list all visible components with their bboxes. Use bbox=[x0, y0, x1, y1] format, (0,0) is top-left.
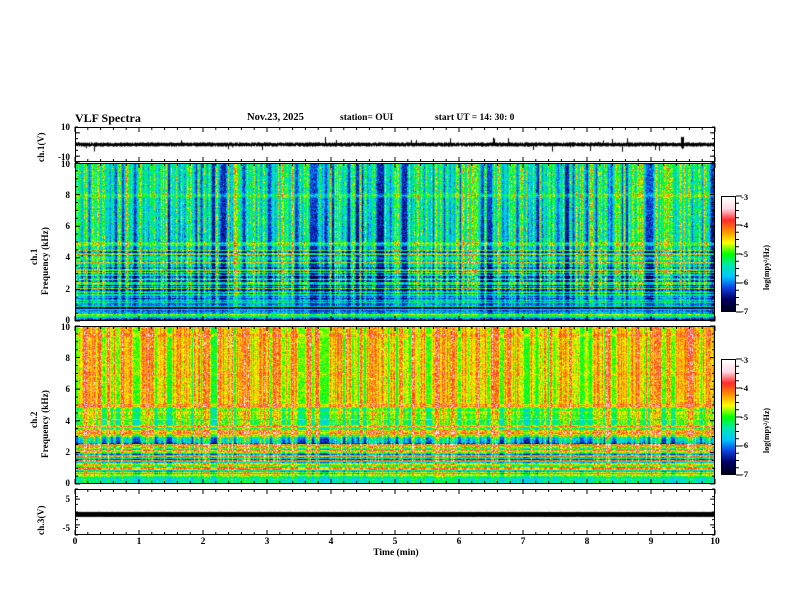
ch3v-ytick-bottom: -5 bbox=[62, 523, 71, 533]
cbar1-tick--6: -6 bbox=[741, 277, 749, 287]
x-axis-label: Time (min) bbox=[373, 548, 419, 558]
ch1s-ytick-4: 4 bbox=[65, 252, 71, 262]
cbar2-tick--3: -3 bbox=[741, 355, 749, 365]
panel-ch2-spectrogram bbox=[75, 326, 715, 484]
ch1s-ytick-6: 6 bbox=[65, 221, 71, 231]
colorbar-ch2 bbox=[721, 359, 736, 475]
xtick-0: 0 bbox=[72, 537, 78, 547]
cbar1-tick--5: -5 bbox=[741, 249, 749, 259]
cbar2-tick--7: -7 bbox=[741, 469, 749, 479]
xtick-9: 9 bbox=[648, 537, 654, 547]
colorbar-ch2-label: log(mpy²/Hz) bbox=[762, 407, 771, 453]
ch2-spectrogram-image bbox=[76, 327, 714, 483]
ch1s-ytick-8: 8 bbox=[65, 190, 71, 200]
colorbar-ch2-gradient bbox=[722, 360, 735, 474]
ch2s-ytick-8: 8 bbox=[65, 353, 71, 363]
ch2s-ytick-4: 4 bbox=[65, 416, 71, 426]
colorbar-ch1 bbox=[721, 196, 736, 312]
ch3v-axis-label: ch.3(V) bbox=[36, 505, 46, 535]
figure-header: VLF Spectra Nov.23, 2025 station= OUI st… bbox=[75, 111, 715, 127]
ch1v-ytick-bottom: -10 bbox=[58, 152, 70, 162]
xtick-3: 3 bbox=[264, 537, 270, 547]
cbar1-tick--7: -7 bbox=[741, 306, 749, 316]
ch2s-ytick-2: 2 bbox=[65, 447, 71, 457]
ch1-voltage-trace bbox=[76, 128, 714, 161]
cbar1-tick--3: -3 bbox=[741, 192, 749, 202]
ch2s-ytick-10: 10 bbox=[61, 322, 70, 332]
xtick-7: 7 bbox=[520, 537, 526, 547]
xtick-1: 1 bbox=[136, 537, 142, 547]
xtick-6: 6 bbox=[456, 537, 462, 547]
cbar2-tick--6: -6 bbox=[741, 440, 749, 450]
ch2s-axis-label-channel: ch.2 bbox=[29, 411, 39, 428]
xtick-8: 8 bbox=[584, 537, 590, 547]
panel-ch1-spectrogram bbox=[75, 163, 715, 321]
xtick-2: 2 bbox=[200, 537, 206, 547]
page-title: VLF Spectra bbox=[75, 111, 141, 125]
xtick-4: 4 bbox=[328, 537, 334, 547]
cbar1-tick--4: -4 bbox=[741, 220, 749, 230]
panel-ch3-voltage bbox=[75, 489, 715, 535]
xtick-5: 5 bbox=[392, 537, 398, 547]
cbar2-tick--4: -4 bbox=[741, 383, 749, 393]
xtick-10: 10 bbox=[710, 537, 720, 547]
ch1s-ytick-10: 10 bbox=[61, 159, 70, 169]
ch1v-axis-label: ch.1(V) bbox=[36, 132, 46, 162]
header-date: Nov.23, 2025 bbox=[247, 112, 304, 123]
ch1s-ytick-0: 0 bbox=[65, 315, 71, 325]
colorbar-ch1-gradient bbox=[722, 197, 735, 311]
ch1s-axis-label-frequency: Frequency (kHz) bbox=[40, 226, 50, 295]
header-station: station= OUI bbox=[340, 113, 394, 123]
ch3v-ytick-top: 5 bbox=[65, 494, 71, 504]
ch1-spectrogram-image bbox=[76, 164, 714, 320]
ch2s-ytick-0: 0 bbox=[65, 478, 71, 488]
ch2s-axis-label-frequency: Frequency (kHz) bbox=[40, 389, 50, 458]
colorbar-ch1-label: log(mpy²/Hz) bbox=[762, 244, 771, 290]
ch1s-ytick-2: 2 bbox=[65, 284, 71, 294]
ch3-voltage-trace bbox=[76, 490, 714, 534]
ch1v-ytick-top: 10 bbox=[61, 122, 70, 132]
panel-ch1-voltage bbox=[75, 127, 715, 162]
ch2s-ytick-6: 6 bbox=[65, 384, 71, 394]
cbar2-tick--5: -5 bbox=[741, 412, 749, 422]
header-start-ut: start UT = 14: 30: 0 bbox=[435, 113, 515, 123]
ch1s-axis-label-channel: ch.1 bbox=[29, 248, 39, 265]
